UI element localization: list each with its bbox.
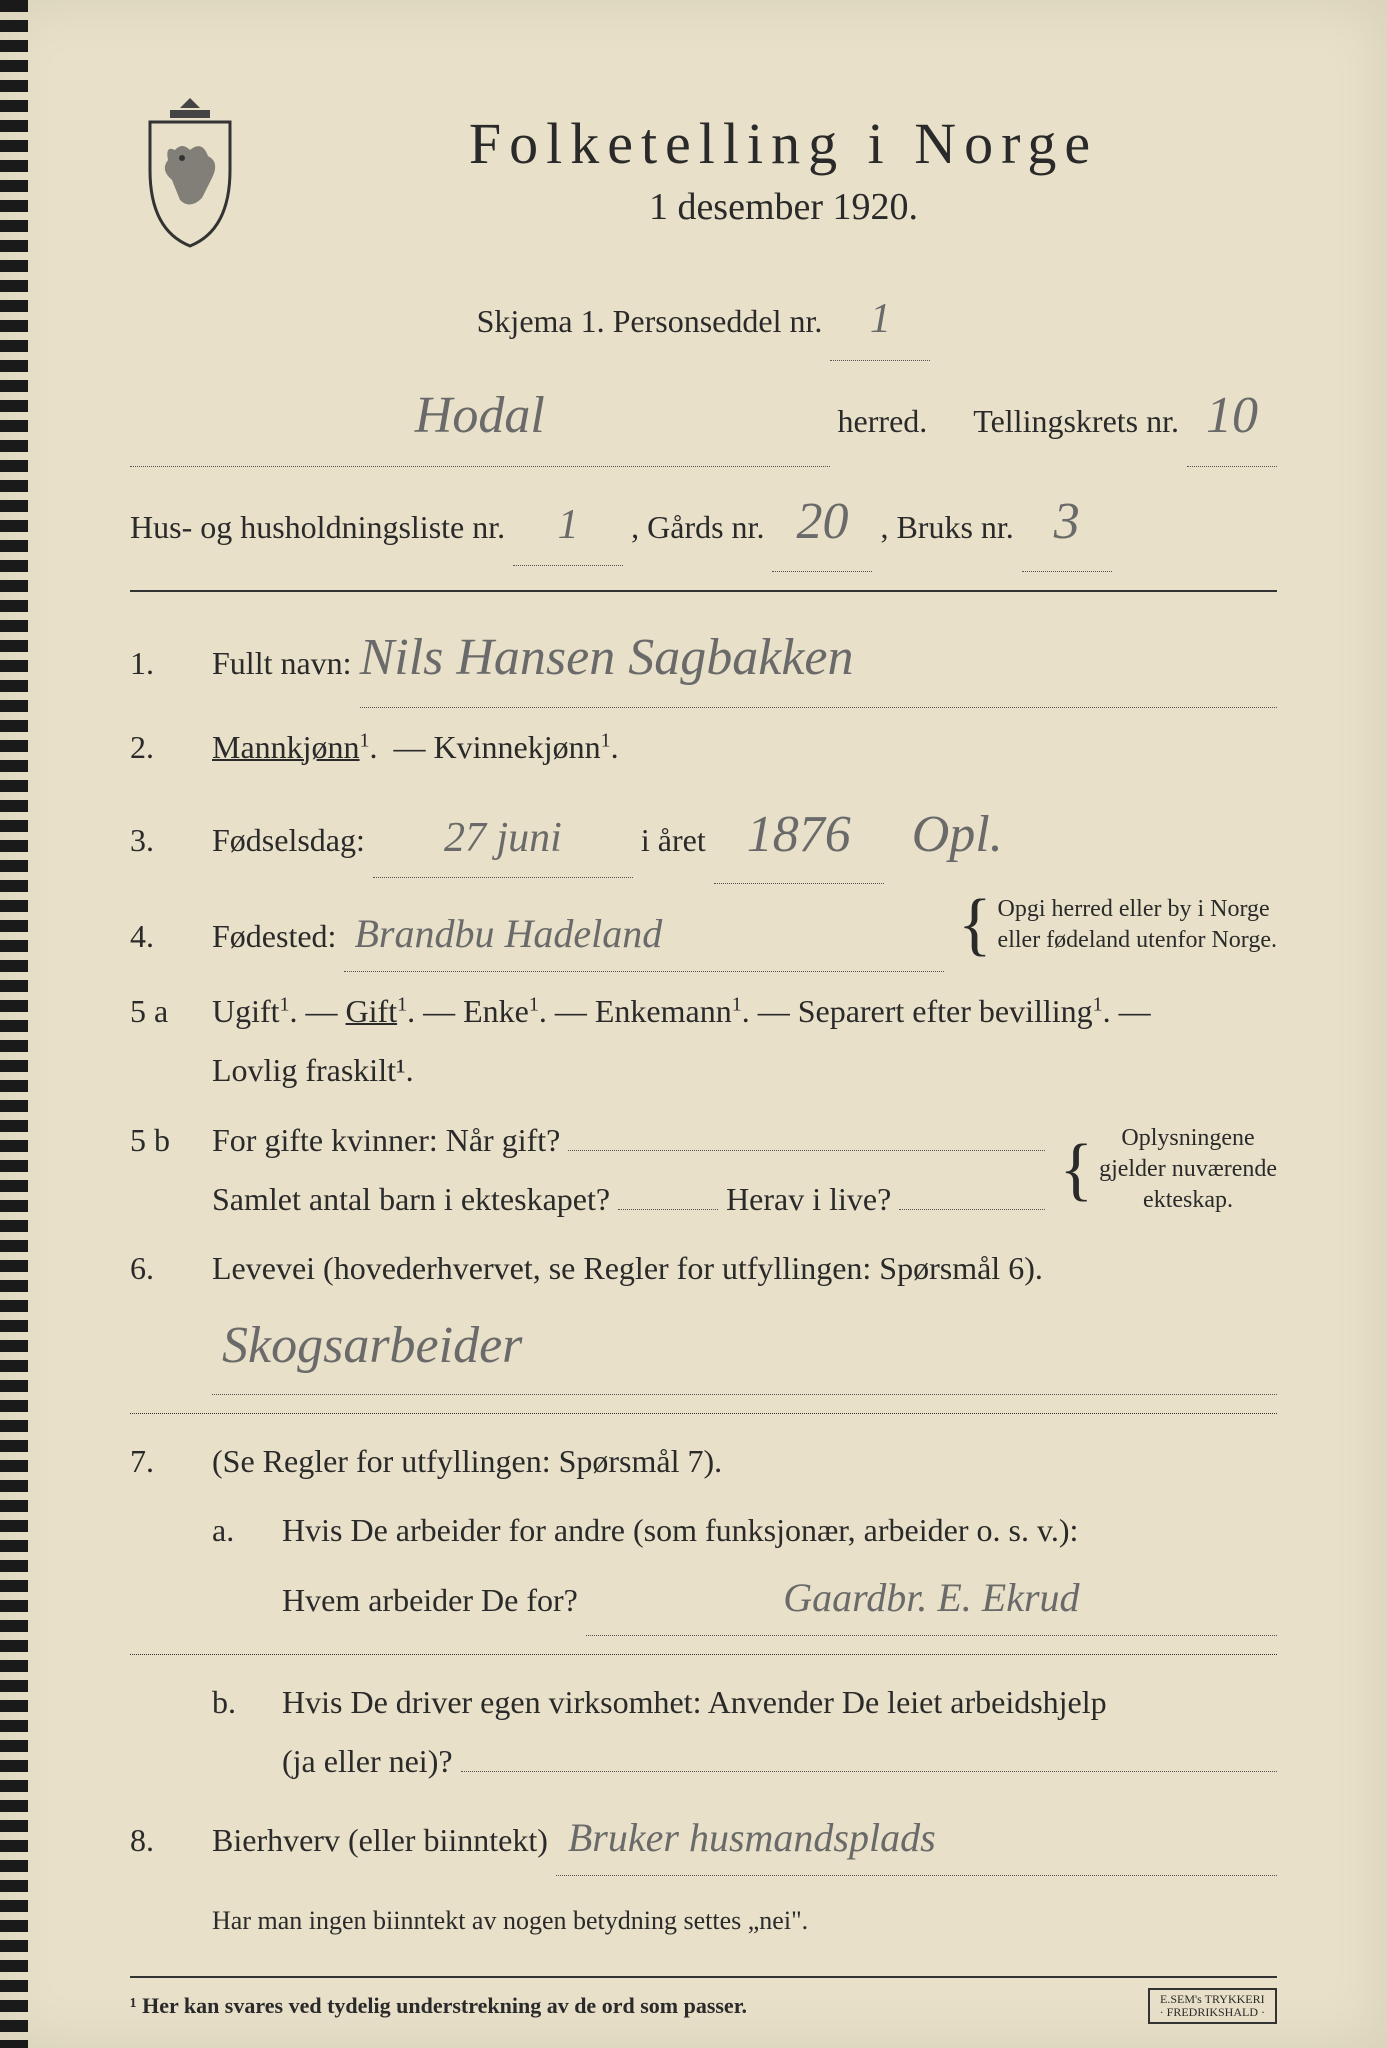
gards-label: , Gårds nr. — [631, 497, 764, 558]
q2-mann: Mannkjønn — [212, 729, 360, 765]
q7b-num: b. — [212, 1673, 258, 1732]
q3: 3. Fødselsdag: 27 juni i året 1876 Opl. — [130, 787, 1277, 884]
q5b-label-c: Herav i live? — [726, 1170, 891, 1229]
q5b: 5 b For gifte kvinner: Når gift? Samlet … — [130, 1111, 1277, 1229]
q1-value: Nils Hansen Sagbakken — [360, 610, 1277, 707]
skjema-label: Skjema 1. Personseddel nr. — [477, 303, 823, 339]
q3-year: 1876 — [714, 787, 884, 884]
brace-icon: { — [958, 897, 992, 953]
footer-note: Har man ingen biinntekt av nogen betydni… — [130, 1906, 1277, 1936]
q7a-value: Gaardbr. E. Ekrud — [586, 1561, 1277, 1636]
q5b-label-a: For gifte kvinner: Når gift? — [212, 1111, 560, 1170]
q1-num: 1. — [130, 634, 188, 693]
title-block: Folketelling i Norge 1 desember 1920. — [290, 90, 1277, 229]
q5b-note-b: gjelder nuværende — [1099, 1156, 1277, 1182]
krets-label: Tellingskrets nr. — [973, 391, 1179, 452]
q3-extra: Opl. — [912, 787, 1003, 883]
q5a-line2: Lovlig fraskilt¹. — [212, 1041, 1277, 1100]
q5a-num: 5 a — [130, 982, 188, 1041]
q7a: a. Hvis De arbeider for andre (som funks… — [130, 1501, 1277, 1635]
herred-label: herred. — [838, 391, 928, 452]
bruks-nr: 3 — [1022, 473, 1112, 573]
q1-label: Fullt navn: — [212, 634, 352, 693]
footnote-text: ¹ Her kan svares ved tydelig understrekn… — [130, 1993, 747, 2019]
q7-num: 7. — [130, 1432, 188, 1491]
herred-value: Hodal — [130, 367, 830, 467]
q4-note-a: Opgi herred eller by i Norge — [998, 896, 1270, 922]
q5b-note-c: ekteskap. — [1143, 1187, 1233, 1213]
q8-label: Bierhverv (eller biinntekt) — [212, 1811, 548, 1870]
header: Folketelling i Norge 1 desember 1920. — [130, 90, 1277, 250]
q4-value: Brandbu Hadeland — [344, 897, 944, 972]
divider — [130, 1413, 1277, 1414]
q7b-label-b: (ja eller nei)? — [282, 1732, 453, 1791]
brace-icon: { — [1059, 1142, 1093, 1198]
q4-note-b: eller fødeland utenfor Norge. — [998, 927, 1277, 953]
q4-note: Opgi herred eller by i Norge eller fødel… — [998, 894, 1277, 956]
q6-value: Skogsarbeider — [212, 1298, 1277, 1395]
q5b-note: Oplysningene gjelder nuværende ekteskap. — [1099, 1123, 1277, 1217]
q5b-note-a: Oplysningene — [1121, 1125, 1254, 1151]
personseddel-nr: 1 — [830, 280, 930, 361]
q7a-label-b: Hvem arbeider De for? — [282, 1571, 578, 1630]
q3-label-a: Fødselsdag: — [212, 811, 365, 870]
q6-num: 6. — [130, 1239, 188, 1298]
q5a-gift: Gift — [346, 993, 398, 1029]
skjema-line: Skjema 1. Personseddel nr. 1 — [130, 280, 1277, 361]
census-form-page: Folketelling i Norge 1 desember 1920. Sk… — [0, 0, 1387, 2048]
q2-kvinne: — Kvinnekjønn — [394, 729, 601, 765]
divider — [130, 1654, 1277, 1655]
divider — [130, 590, 1277, 592]
gards-nr: 20 — [772, 473, 872, 573]
q7-label: (Se Regler for utfyllingen: Spørsmål 7). — [212, 1432, 1277, 1491]
q1: 1. Fullt navn: Nils Hansen Sagbakken — [130, 610, 1277, 707]
main-title: Folketelling i Norge — [290, 110, 1277, 177]
q5b-num: 5 b — [130, 1111, 188, 1170]
q8-value: Bruker husmandsplads — [556, 1801, 1277, 1876]
q7b-label-a: Hvis De driver egen virksomhet: Anvender… — [282, 1684, 1107, 1720]
subtitle: 1 desember 1920. — [290, 185, 1277, 229]
hushold-nr: 1 — [513, 486, 623, 567]
q7: 7. (Se Regler for utfyllingen: Spørsmål … — [130, 1432, 1277, 1491]
q3-day: 27 juni — [373, 800, 633, 879]
q7b: b. Hvis De driver egen virksomhet: Anven… — [130, 1673, 1277, 1791]
footnote-row: ¹ Her kan svares ved tydelig understrekn… — [130, 1976, 1277, 2024]
q2-num: 2. — [130, 718, 188, 777]
herred-line: Hodal herred. Tellingskrets nr. 10 — [130, 367, 1277, 467]
coat-of-arms-icon — [130, 90, 250, 250]
q3-num: 3. — [130, 811, 188, 870]
krets-value: 10 — [1187, 367, 1277, 467]
q4-num: 4. — [130, 907, 188, 966]
hushold-label: Hus- og husholdningsliste nr. — [130, 497, 505, 558]
q3-label-b: i året — [641, 811, 706, 870]
q5a: 5 a Ugift1. — Gift1. — Enke1. — Enkemann… — [130, 982, 1277, 1100]
q2: 2. Mannkjønn1. — Kvinnekjønn1. — [130, 718, 1277, 777]
bruks-label: , Bruks nr. — [880, 497, 1013, 558]
q4: 4. Fødested: Brandbu Hadeland { Opgi her… — [130, 894, 1277, 972]
printer-stamp: E.SEM's TRYKKERI· FREDRIKSHALD · — [1148, 1988, 1277, 2024]
q7a-label-a: Hvis De arbeider for andre (som funksjon… — [282, 1512, 1078, 1548]
q5b-label-b: Samlet antal barn i ekteskapet? — [212, 1170, 610, 1229]
q4-label: Fødested: — [212, 907, 336, 966]
q7a-num: a. — [212, 1501, 258, 1560]
q6: 6. Levevei (hovederhvervet, se Regler fo… — [130, 1239, 1277, 1395]
q6-label: Levevei (hovederhvervet, se Regler for u… — [212, 1250, 1043, 1286]
q8-num: 8. — [130, 1811, 188, 1870]
q8: 8. Bierhverv (eller biinntekt) Bruker hu… — [130, 1801, 1277, 1876]
hushold-line: Hus- og husholdningsliste nr. 1 , Gårds … — [130, 473, 1277, 573]
